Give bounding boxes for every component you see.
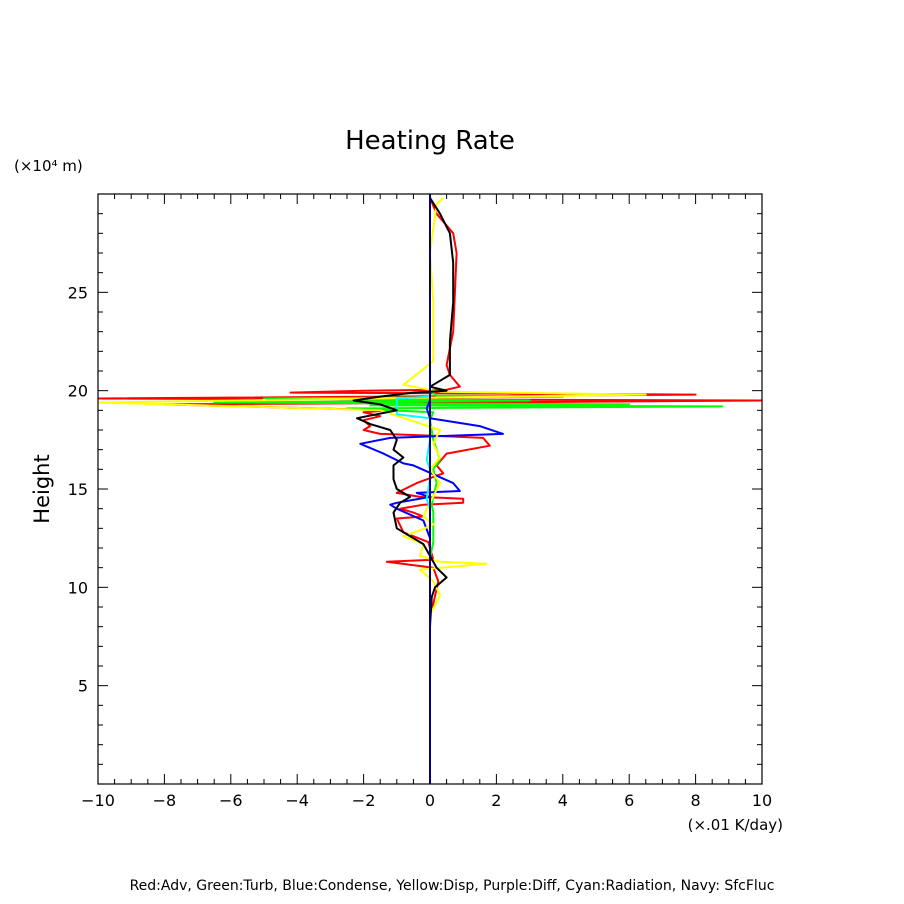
- legend: Red:Adv, Green:Turb, Blue:Condense, Yell…: [130, 878, 775, 894]
- x-unit-label: (×.01 K/day): [688, 816, 783, 834]
- plot-frame: [97, 193, 763, 785]
- y-axis-label: Height: [30, 454, 54, 523]
- y-tick-label: 10: [68, 578, 88, 597]
- x-tick-label: 6: [624, 791, 634, 810]
- x-tick-label: −10: [81, 791, 115, 810]
- y-tick-label: 5: [78, 677, 88, 696]
- y-tick-label: 15: [68, 480, 88, 499]
- x-tick-label: 4: [558, 791, 568, 810]
- x-tick-label: 8: [691, 791, 701, 810]
- x-tick-label: 2: [491, 791, 501, 810]
- x-tick-label: 10: [752, 791, 772, 810]
- series-line-green: [213, 197, 724, 582]
- x-tick-label: −8: [153, 791, 177, 810]
- axis-ticks: −10 −8 −6 −4 −2 0 2 4 6 8 10 5 10 15 20 25: [68, 194, 772, 810]
- series-line-black: [352, 197, 455, 627]
- series-group: [98, 194, 762, 784]
- x-tick-label: 0: [425, 791, 435, 810]
- y-unit-label: (×10⁴ m): [14, 157, 83, 175]
- x-tick-label: −6: [219, 791, 243, 810]
- y-tick-label: 20: [68, 382, 88, 401]
- series-line-cyan: [395, 197, 431, 548]
- chart-title: Heating Rate: [345, 126, 515, 156]
- series-line-blue: [359, 197, 504, 539]
- series-line-yellow: [98, 197, 647, 616]
- x-tick-label: −4: [285, 791, 309, 810]
- series-line-red: [98, 197, 762, 612]
- x-tick-label: −2: [352, 791, 376, 810]
- y-tick-label: 25: [68, 283, 88, 302]
